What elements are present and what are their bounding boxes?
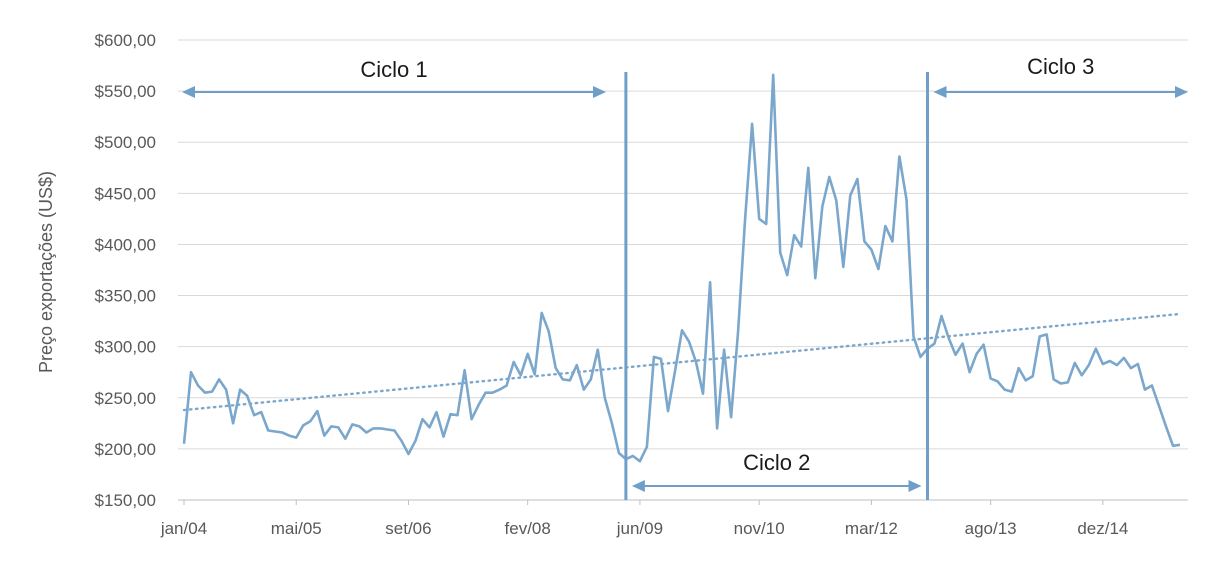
cycle-annotations: Ciclo 1 Ciclo 2 Ciclo 3 xyxy=(182,54,1188,492)
x-tick-label: jan/04 xyxy=(160,519,207,538)
series-line xyxy=(182,73,1181,463)
cycle-label: Ciclo 2 xyxy=(743,450,810,475)
x-axis: jan/04 mai/05 set/06 fev/08 jun/09 nov/10 mar/… xyxy=(160,500,1128,538)
y-tick-label: $150,00 xyxy=(95,491,156,510)
y-tick-label: $250,00 xyxy=(95,389,156,408)
y-tick-label: $400,00 xyxy=(95,235,156,254)
cycle-dividers xyxy=(624,72,929,500)
arrowhead-right xyxy=(593,86,606,98)
x-tick-label: mar/12 xyxy=(845,519,898,538)
y-tick-label: $450,00 xyxy=(95,184,156,203)
cycle-label: Ciclo 3 xyxy=(1027,54,1094,79)
x-tick-label: set/06 xyxy=(385,519,431,538)
trend-line xyxy=(182,312,1182,412)
arrowhead-left xyxy=(933,86,947,98)
y-tick-label: $600,00 xyxy=(95,31,156,50)
x-tick-label: ago/13 xyxy=(965,519,1017,538)
y-tick-label: $500,00 xyxy=(95,133,156,152)
x-tick-label: fev/08 xyxy=(505,519,551,538)
x-tick-label: jun/09 xyxy=(616,519,663,538)
y-tick-label: $550,00 xyxy=(95,82,156,101)
x-tick-label: mai/05 xyxy=(271,519,322,538)
arrowhead-left xyxy=(631,480,645,492)
x-tick-label: dez/14 xyxy=(1077,519,1128,538)
arrowhead-right xyxy=(1175,86,1188,98)
y-axis: $150,00 $200,00 $250,00 $300,00 $350,00 $400,… xyxy=(95,31,156,510)
y-tick-label: $350,00 xyxy=(95,287,156,306)
y-tick-label: $200,00 xyxy=(95,440,156,459)
cycle-label: Ciclo 1 xyxy=(360,57,427,82)
x-tick-label: nov/10 xyxy=(734,519,785,538)
y-tick-label: $300,00 xyxy=(95,338,156,357)
arrowhead-left xyxy=(182,86,195,98)
gridlines xyxy=(178,39,1188,501)
y-axis-label: Preço exportações (US$) xyxy=(36,171,56,373)
arrowhead-right xyxy=(908,480,922,492)
